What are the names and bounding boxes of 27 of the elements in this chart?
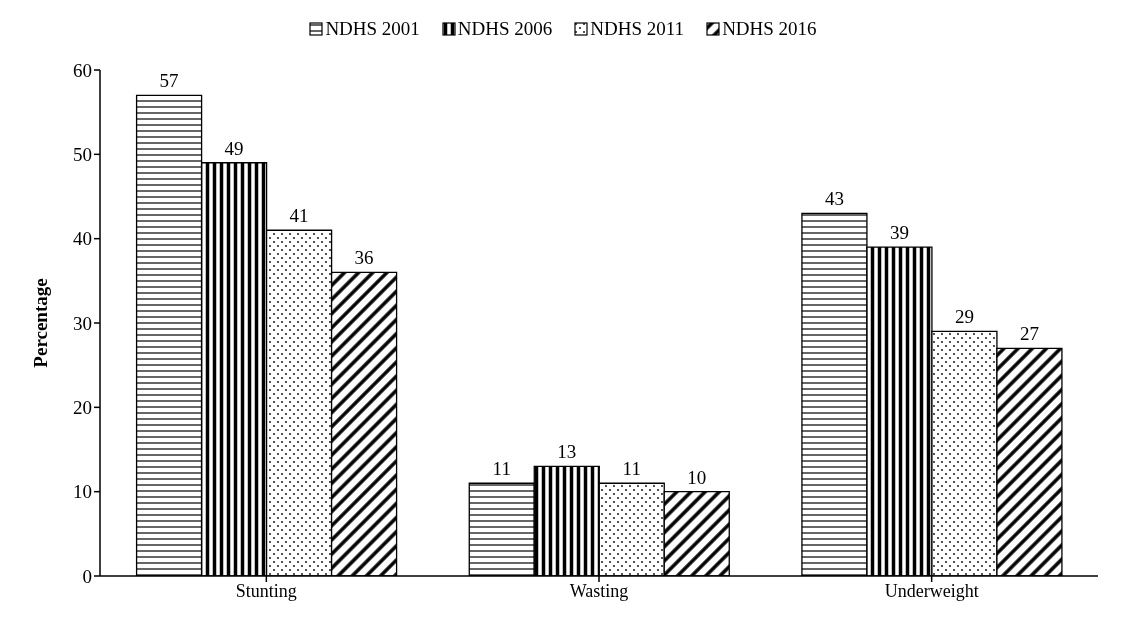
y-axis-title: Percentage — [29, 278, 51, 368]
y-tick-label: 30 — [73, 312, 92, 334]
data-label: 10 — [687, 466, 707, 488]
data-label: 49 — [224, 137, 244, 159]
data-label: 11 — [622, 458, 641, 480]
legend-label: NDHS 2011 — [590, 18, 685, 40]
data-label: 27 — [1019, 323, 1039, 345]
y-tick-label: 0 — [82, 565, 92, 587]
data-label: 39 — [889, 222, 909, 244]
legend-label: NDHS 2016 — [722, 18, 817, 40]
data-label: 36 — [354, 247, 374, 269]
x-tick-label: Underweight — [884, 580, 979, 601]
x-tick-label: Wasting — [569, 580, 629, 601]
data-label: 11 — [492, 458, 511, 480]
y-tick-label: 10 — [73, 481, 92, 503]
data-label: 57 — [159, 70, 179, 92]
legend-label: NDHS 2006 — [457, 18, 553, 40]
y-tick-label: 60 — [73, 59, 92, 81]
data-label: 29 — [954, 306, 974, 328]
data-label: 43 — [824, 188, 844, 210]
y-tick-label: 20 — [73, 397, 92, 419]
x-tick-label: Stunting — [235, 580, 297, 601]
data-label: 41 — [289, 205, 309, 227]
y-tick-label: 50 — [73, 144, 92, 166]
legend-label: NDHS 2001 — [325, 18, 420, 40]
data-label: 13 — [557, 441, 577, 463]
y-tick-label: 40 — [73, 228, 92, 250]
